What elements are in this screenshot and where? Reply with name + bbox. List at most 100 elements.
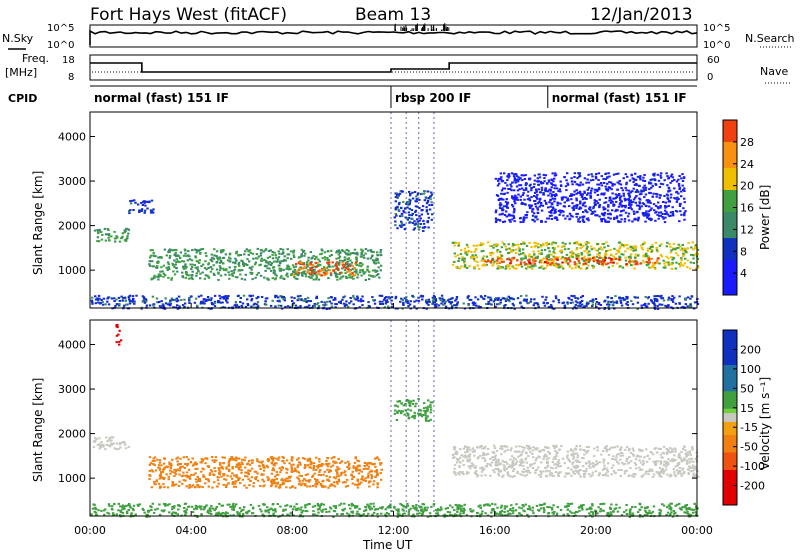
echo-cell [144, 204, 147, 207]
echo-cell [241, 458, 244, 461]
echo-cell [661, 213, 664, 215]
echo-cell [308, 304, 311, 307]
echo-cell [304, 252, 307, 255]
echo-cell [614, 193, 617, 196]
echo-cell [496, 299, 500, 301]
echo-cell [533, 241, 536, 244]
echo-cell [637, 217, 640, 220]
echo-cell [340, 276, 343, 279]
echo-cell [518, 253, 521, 256]
echo-cell [527, 190, 530, 193]
echo-cell [502, 198, 505, 201]
echo-cell [399, 300, 402, 303]
echo-cell [610, 473, 613, 476]
echo-cell [166, 486, 170, 489]
echo-cell [302, 272, 306, 275]
echo-cell [198, 478, 202, 480]
echo-cell [418, 207, 421, 209]
echo-cell [351, 478, 354, 481]
echo-cell [555, 445, 558, 448]
echo-cell [496, 250, 499, 253]
echo-cell [621, 266, 625, 269]
echo-cell [649, 191, 652, 194]
echo-cell [209, 299, 213, 302]
echo-cell [100, 238, 104, 241]
echo-cell [665, 460, 668, 463]
echo-cell [224, 485, 228, 488]
echo-cell [500, 246, 504, 249]
echo-cell [357, 299, 360, 302]
echo-cell [408, 203, 411, 206]
echo-cell [679, 210, 682, 213]
echo-cell [555, 452, 558, 455]
echo-cell [256, 460, 259, 463]
echo-cell [638, 459, 641, 462]
echo-cell [268, 255, 272, 258]
echo-cell [144, 200, 147, 203]
echo-cell [696, 265, 700, 268]
echo-cell [351, 274, 354, 276]
echo-cell [595, 200, 598, 203]
echo-cell [356, 276, 359, 279]
echo-cell [301, 479, 305, 482]
echo-cell [207, 276, 211, 279]
echo-cell [335, 262, 338, 265]
echo-cell [345, 266, 348, 269]
echo-cell [687, 473, 690, 476]
echo-cell [681, 255, 685, 257]
echo-cell [680, 213, 683, 216]
echo-cell [496, 255, 499, 258]
echo-cell [385, 296, 388, 298]
echo-cell [184, 276, 188, 279]
echo-cell [400, 297, 403, 300]
echo-cell [280, 304, 283, 307]
echo-cell [181, 465, 185, 468]
echo-cell [677, 182, 681, 185]
echo-cell [174, 470, 178, 473]
echo-cell [686, 461, 689, 464]
echo-cell [583, 305, 586, 308]
echo-cell [344, 262, 348, 265]
echo-cell [550, 259, 553, 261]
echo-cell [192, 473, 196, 476]
echo-cell [290, 466, 293, 469]
echo-cell [636, 190, 639, 193]
echo-cell [612, 464, 615, 467]
echo-cell [462, 447, 466, 450]
echo-cell [251, 252, 255, 255]
echo-cell [290, 273, 293, 275]
echo-cell [471, 254, 474, 257]
echo-cell [598, 183, 601, 186]
echo-cell [335, 261, 339, 264]
echo-cell [314, 261, 317, 264]
echo-cell [551, 242, 554, 245]
echo-cell [416, 205, 419, 208]
echo-cell [376, 251, 379, 254]
echo-cell [312, 305, 315, 307]
echo-cell [573, 261, 576, 264]
echo-cell [680, 195, 683, 198]
echo-cell [246, 302, 249, 305]
echo-cell [609, 248, 612, 251]
echo-cell [514, 181, 517, 184]
echo-cell [231, 483, 234, 485]
echo-cell [661, 303, 664, 306]
echo-cell [480, 296, 483, 299]
echo-cell [630, 299, 633, 302]
echo-cell [585, 249, 588, 252]
echo-cell [578, 208, 581, 210]
echo-cell [294, 263, 298, 265]
echo-cell [265, 264, 268, 267]
echo-cell [202, 263, 205, 266]
echo-cell [205, 255, 208, 257]
echo-cell [632, 475, 635, 478]
echo-cell [480, 259, 483, 262]
echo-cell [374, 269, 377, 272]
echo-cell [292, 249, 296, 252]
echo-cell [188, 277, 191, 280]
echo-cell [514, 244, 517, 246]
echo-cell [582, 221, 586, 223]
echo-cell [673, 247, 677, 250]
echo-cell [583, 453, 586, 456]
echo-cell [379, 462, 382, 465]
